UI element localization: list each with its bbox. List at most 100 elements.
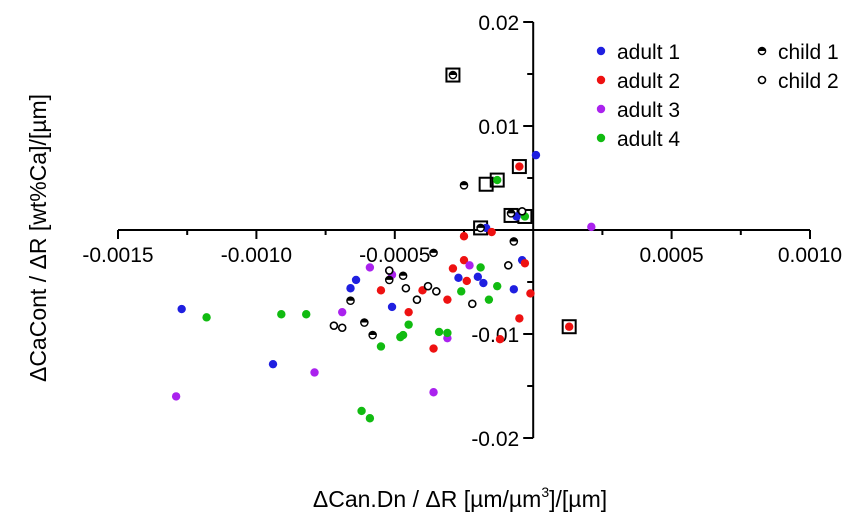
x-tick-label: 0.0010 bbox=[778, 244, 842, 267]
data-point bbox=[337, 323, 347, 333]
data-point bbox=[448, 70, 458, 80]
data-point bbox=[454, 273, 463, 283]
data-point bbox=[434, 327, 444, 337]
data-point bbox=[520, 259, 530, 268]
legend-item: adult 3 bbox=[596, 99, 680, 122]
data-point bbox=[515, 314, 524, 323]
data-point bbox=[564, 322, 574, 331]
data-point bbox=[479, 278, 488, 288]
legend-label: child 2 bbox=[778, 70, 839, 93]
marker-fill bbox=[429, 249, 438, 253]
data-point bbox=[368, 330, 377, 340]
y-tick-label: 0.02 bbox=[478, 12, 519, 35]
data-point bbox=[398, 330, 408, 340]
data-point bbox=[365, 263, 375, 272]
legend-marker bbox=[596, 104, 606, 114]
marker-fill bbox=[758, 47, 766, 51]
legend-label: adult 4 bbox=[617, 128, 680, 151]
data-point bbox=[493, 281, 502, 291]
data-point bbox=[432, 287, 441, 296]
legend-marker bbox=[596, 46, 606, 56]
marker-fill bbox=[477, 224, 485, 228]
data-point bbox=[429, 248, 438, 258]
legend-item: child 2 bbox=[757, 70, 839, 93]
legend-marker bbox=[596, 75, 606, 85]
data-point bbox=[360, 318, 369, 327]
legend-marker bbox=[757, 46, 767, 56]
data-point bbox=[587, 222, 596, 232]
data-point bbox=[503, 261, 513, 270]
y-tick-label: -0.01 bbox=[471, 324, 519, 347]
marker-fill bbox=[460, 181, 468, 186]
data-point bbox=[404, 320, 413, 329]
x-axis-ticks: -0.0015 -0.0010 -0.0005 0.0005 0.0010 bbox=[82, 230, 842, 267]
data-point bbox=[515, 162, 524, 171]
data-point bbox=[277, 310, 286, 319]
y-axis-ticks: 0.02 0.01 -0.01 -0.02 bbox=[471, 12, 534, 451]
legend-item: adult 4 bbox=[596, 128, 680, 151]
data-point bbox=[387, 302, 397, 312]
data-point bbox=[171, 392, 181, 401]
marker-fill bbox=[346, 297, 355, 301]
data-point bbox=[310, 368, 319, 377]
data-point bbox=[177, 304, 186, 314]
data-point bbox=[401, 283, 411, 293]
data-point bbox=[412, 295, 422, 304]
marker-fill bbox=[385, 276, 393, 280]
data-point bbox=[495, 335, 505, 344]
data-point bbox=[423, 281, 433, 291]
data-points bbox=[171, 70, 596, 423]
data-point bbox=[462, 276, 471, 286]
data-point bbox=[476, 263, 485, 272]
marker-fill bbox=[449, 71, 457, 76]
legend-label: adult 2 bbox=[617, 70, 680, 93]
x-axis-title: ΔCan.Dn / ΔR [µm/µm3]/[µm] bbox=[313, 484, 607, 512]
data-point bbox=[404, 307, 413, 317]
data-point bbox=[459, 255, 469, 265]
data-point bbox=[329, 321, 339, 330]
x-tick-label: -0.0005 bbox=[359, 244, 430, 267]
legend-marker bbox=[757, 75, 767, 85]
data-point bbox=[302, 310, 311, 319]
data-point bbox=[398, 271, 408, 281]
data-point bbox=[346, 296, 355, 306]
data-point bbox=[351, 275, 361, 285]
data-point bbox=[448, 264, 458, 273]
highlight-box bbox=[561, 319, 577, 335]
x-tick-label: -0.0010 bbox=[221, 244, 292, 267]
legend-label: adult 1 bbox=[617, 41, 680, 64]
data-point bbox=[468, 299, 477, 309]
data-point bbox=[459, 180, 469, 190]
chart-legend: adult 1 adult 2 adult 3 adult 4 child 1 child… bbox=[596, 41, 839, 151]
highlight-box bbox=[511, 159, 527, 175]
data-point bbox=[526, 289, 535, 298]
data-point bbox=[457, 287, 466, 296]
marker-fill bbox=[507, 209, 515, 214]
data-point bbox=[531, 150, 541, 160]
y-axis-title: ΔCaCont / ΔR [wt%Ca]/[µm] bbox=[25, 94, 51, 382]
legend-label: adult 3 bbox=[617, 99, 680, 122]
data-point bbox=[443, 328, 452, 338]
data-point bbox=[429, 388, 438, 397]
data-point bbox=[338, 307, 347, 317]
data-point bbox=[487, 227, 496, 237]
data-point bbox=[384, 266, 394, 275]
series-child-1 bbox=[346, 70, 519, 340]
marker-fill bbox=[369, 331, 377, 336]
series-child-2 bbox=[329, 206, 527, 333]
marker-fill bbox=[399, 272, 407, 276]
series-adult-2 bbox=[376, 162, 574, 353]
legend-marker bbox=[596, 133, 606, 143]
data-point bbox=[509, 237, 519, 246]
legend-label: child 1 bbox=[778, 41, 839, 64]
data-point bbox=[376, 342, 386, 351]
data-point bbox=[357, 406, 366, 416]
data-point bbox=[465, 261, 474, 270]
highlight-boxes bbox=[445, 67, 577, 335]
data-point bbox=[476, 223, 485, 233]
data-point bbox=[493, 175, 502, 185]
data-point bbox=[365, 414, 375, 423]
data-point bbox=[443, 295, 452, 304]
y-tick-label: -0.02 bbox=[471, 428, 519, 451]
